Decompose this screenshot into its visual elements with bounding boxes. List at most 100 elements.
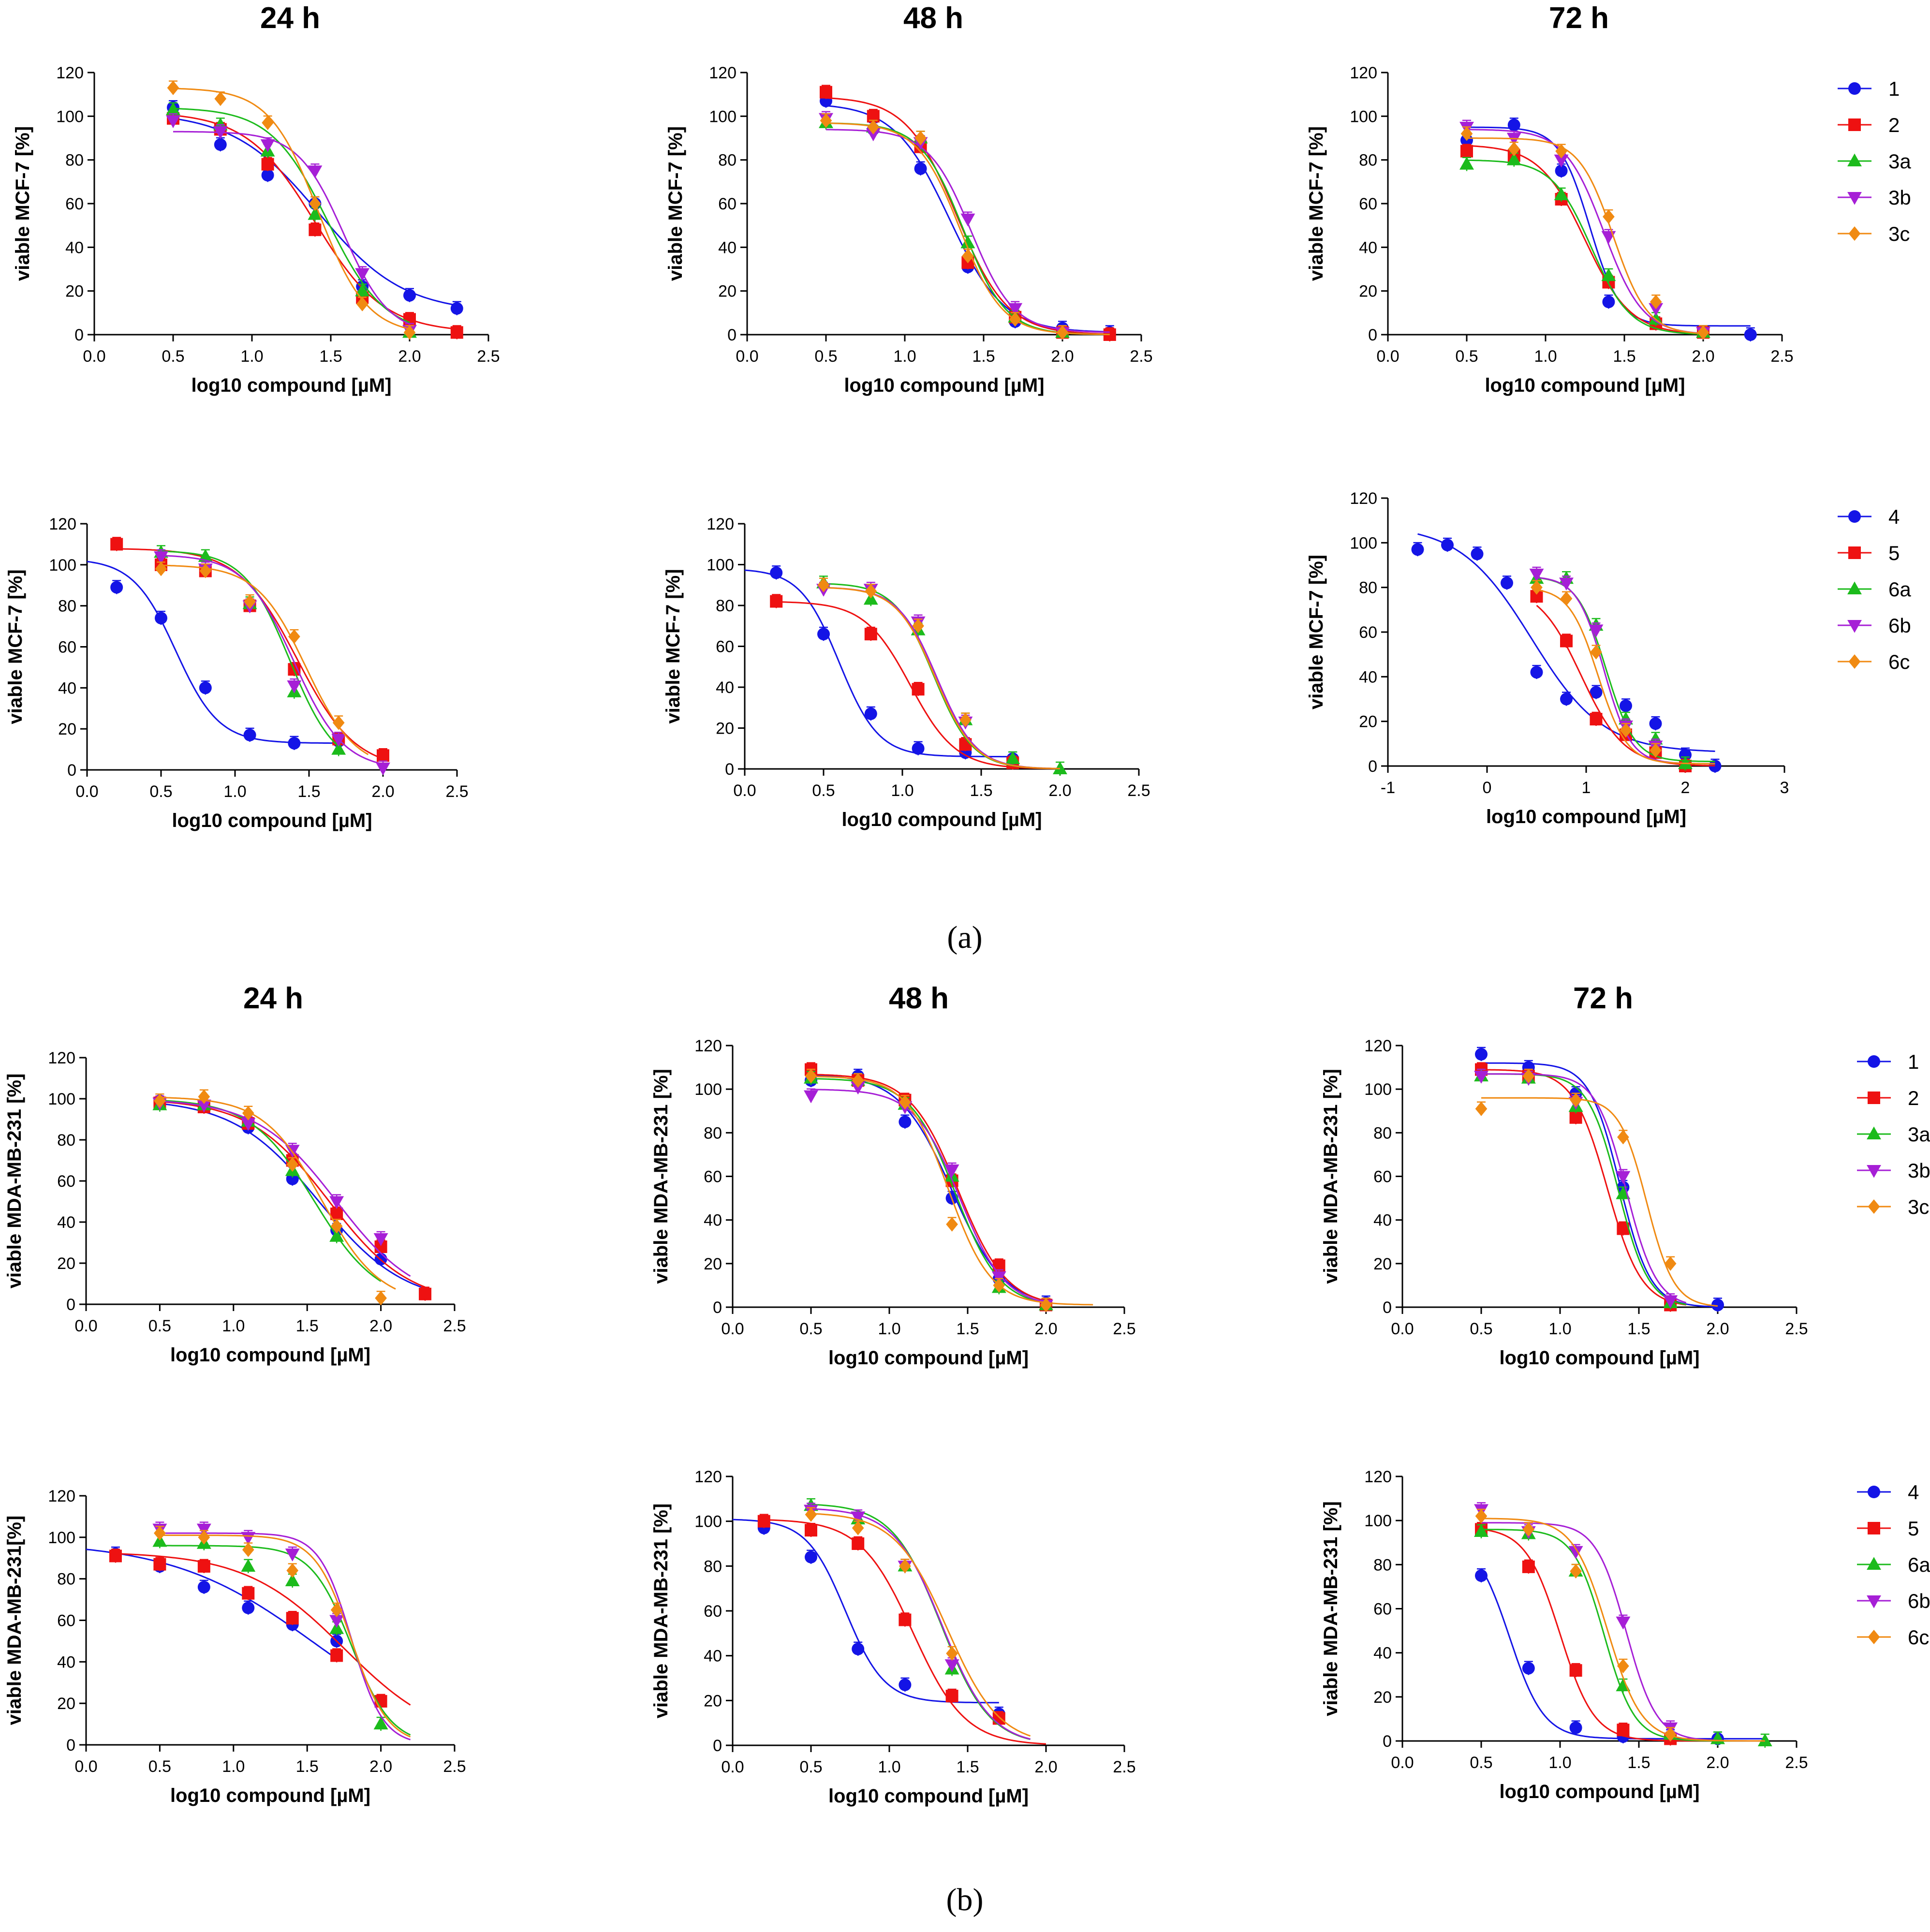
fit-curve-4 (1417, 533, 1715, 752)
y-tick-label: 80 (57, 1131, 75, 1150)
legend-label: 6b (1908, 1590, 1930, 1612)
series-3b (1459, 119, 1710, 340)
data-point-3b (260, 139, 275, 152)
y-tick-label: 20 (704, 1692, 722, 1710)
x-tick-label: 2.5 (1785, 1754, 1808, 1772)
series-3a (1459, 152, 1710, 339)
y-tick-label: 80 (65, 151, 84, 170)
chart-panel-a2: 48 h 0.0 0.5 1.0 1.5 2.0 2.5 0 20 40 60 80 100 120 log… (665, 1, 1153, 396)
fit-curve-6c (823, 587, 1061, 769)
y-tick-label: 0 (66, 1736, 75, 1755)
x-tick-label: 2.5 (1785, 1320, 1808, 1338)
data-point-6c (244, 594, 256, 609)
data-point-5 (1560, 634, 1573, 648)
y-tick-label: 80 (58, 597, 76, 616)
series-6b (152, 1521, 411, 1740)
legend-marker-3b (1867, 1165, 1881, 1178)
y-tick-label: 120 (1350, 64, 1377, 82)
x-tick-label: 0.5 (814, 347, 837, 366)
legend-marker-3b (1847, 192, 1862, 205)
data-point-3c (1475, 1101, 1488, 1116)
data-point-3b (355, 268, 370, 281)
y-tick-label: 40 (716, 678, 734, 697)
y-axis-label: viable MDA-MB-231 [%] (1320, 1501, 1341, 1716)
y-tick-label: 20 (704, 1255, 722, 1273)
data-point-5 (197, 1560, 210, 1573)
data-point-6c (288, 629, 300, 644)
x-tick-label: 0.5 (148, 1317, 171, 1335)
y-tick-label: 100 (1364, 1080, 1392, 1099)
data-point-1 (1555, 164, 1568, 177)
legend-label: 2 (1888, 114, 1900, 136)
fit-curve-3a (173, 107, 410, 324)
y-tick-label: 80 (704, 1124, 722, 1142)
data-point-3c (1009, 312, 1021, 327)
data-point-6b (287, 680, 302, 693)
data-point-6b (331, 734, 346, 747)
data-point-6a (1757, 1733, 1772, 1747)
chart-panel-a5: 0.0 0.5 1.0 1.5 2.0 2.5 0 20 40 60 80 100 120 log10 c… (663, 515, 1150, 830)
data-point-5 (770, 595, 783, 608)
fit-curve-3c (1467, 137, 1704, 335)
series-3a (819, 115, 1110, 339)
y-tick-label: 20 (716, 720, 734, 738)
fit-curve-5 (115, 1553, 411, 1706)
y-axis-label: viable MCF-7 [%] (665, 126, 686, 281)
legend-label: 2 (1908, 1087, 1919, 1109)
data-point-6b (154, 551, 168, 564)
data-point-6c (1620, 723, 1632, 738)
legend-marker-6c (1848, 654, 1861, 669)
x-tick-label: 1.0 (878, 1320, 900, 1338)
x-tick-label: 2.5 (1127, 782, 1150, 800)
data-point-3b (1474, 1071, 1488, 1084)
fit-curve-4 (1480, 1568, 1765, 1740)
x-tick-label: 2.0 (1692, 347, 1714, 366)
data-point-3b (944, 1164, 959, 1178)
x-axis-label: log10 compound [µM] (1499, 1781, 1699, 1802)
y-tick-label: 0 (713, 1298, 722, 1317)
series-6c (805, 1507, 1031, 1737)
data-point-5 (110, 538, 123, 551)
data-point-3c (993, 1278, 1005, 1293)
fit-curve-3b (1481, 1073, 1687, 1304)
legend-marker-6a (1847, 581, 1862, 595)
y-tick-label: 60 (718, 195, 737, 213)
chart-panel-b5: 0.0 0.5 1.0 1.5 2.0 2.5 0 20 40 60 80 100 120 log10 c… (650, 1468, 1136, 1807)
legend-marker-6b (1867, 1595, 1881, 1608)
y-tick-label: 60 (1373, 1168, 1392, 1186)
data-point-3b (804, 1090, 818, 1104)
data-point-1 (1744, 328, 1757, 341)
x-tick-label: 1.5 (319, 347, 342, 366)
x-tick-label: 0.0 (733, 782, 756, 800)
y-tick-label: 40 (704, 1211, 722, 1230)
data-point-3c (1570, 1092, 1582, 1107)
y-tick-label: 20 (57, 1695, 75, 1713)
x-tick-label: 0.0 (721, 1320, 744, 1338)
data-point-6c (865, 584, 877, 599)
series-3b (152, 1095, 411, 1277)
data-point-4 (243, 728, 256, 741)
x-tick-label: 0.5 (148, 1757, 171, 1776)
fit-curve-6a (810, 1504, 1031, 1740)
legend-label: 1 (1908, 1050, 1919, 1073)
x-tick-label: 1.0 (1548, 1320, 1571, 1338)
data-point-1 (899, 1115, 912, 1128)
data-point-5 (1590, 713, 1603, 726)
data-point-6c (1617, 1659, 1629, 1673)
x-axis-label: log10 compound [µM] (170, 1785, 370, 1806)
y-tick-label: 20 (718, 282, 737, 301)
y-tick-label: 0 (713, 1737, 722, 1755)
y-axis-label: viable MDA-MB-231[%] (4, 1516, 25, 1725)
data-point-5 (330, 1649, 343, 1662)
data-point-6c (198, 1530, 210, 1545)
data-point-6b (1568, 1546, 1583, 1559)
y-tick-label: 20 (1359, 713, 1377, 731)
fit-curve-1 (1481, 1062, 1718, 1308)
data-point-3c (1040, 1298, 1052, 1313)
data-point-1 (1475, 1048, 1488, 1061)
data-point-3c (167, 80, 179, 95)
data-point-6b (851, 1511, 866, 1524)
data-point-5 (377, 749, 389, 762)
x-tick-label: 1.5 (1627, 1320, 1650, 1338)
series-6b (804, 1503, 1031, 1740)
